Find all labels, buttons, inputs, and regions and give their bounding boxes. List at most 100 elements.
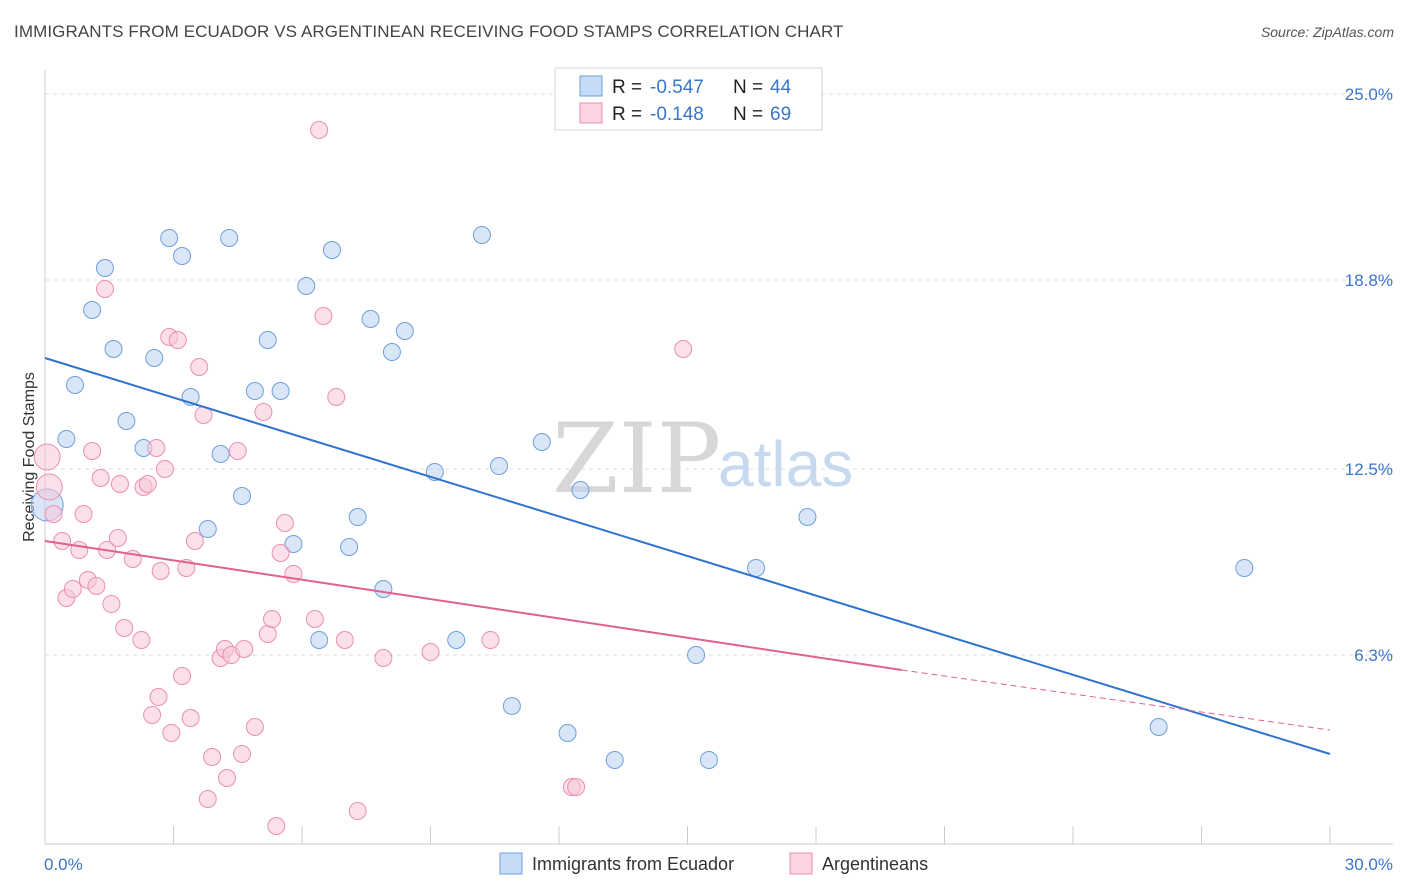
legend-swatch-argentineans [579,102,603,124]
legend-n-value-ecuador: 44 [770,77,792,98]
point-argentineans [63,580,82,598]
point-argentineans [151,562,170,580]
point-argentineans [275,514,294,532]
point-ecuador [361,310,380,328]
point-argentineans [421,643,440,661]
point-argentineans [108,529,127,547]
legend-r-label-ecuador: R = [612,77,642,98]
point-ecuador [798,508,817,526]
point-argentineans [235,640,254,658]
point-ecuador [447,631,466,649]
trend-line-argentineans-extension [901,669,1331,731]
legend-n-value-argentineans: 69 [770,104,791,125]
point-argentineans [271,544,290,562]
point-ecuador [57,430,76,448]
point-argentineans [374,649,393,667]
point-ecuador [220,229,239,247]
point-argentineans [149,688,168,706]
x-tick-label-max: 30.0% [1345,855,1393,874]
point-ecuador [233,487,252,505]
bottom-legend-swatch-argentineans [789,852,813,875]
point-argentineans [102,595,121,613]
point-ecuador [258,331,277,349]
y-tick-label: 6.3% [1354,646,1393,665]
point-argentineans [218,769,237,787]
point-ecuador [284,535,303,553]
legend-n-label-argentineans: N = [733,104,763,125]
point-argentineans [203,748,222,766]
point-argentineans [481,631,500,649]
point-ecuador [340,538,359,556]
trend-line-argentineans [44,540,902,671]
point-argentineans [70,541,89,559]
point-argentineans [35,473,63,501]
point-argentineans [267,817,286,835]
correlation-legend: R = -0.547 N = 44 R = -0.148 N = 69 [554,67,823,131]
point-ecuador [558,724,577,742]
legend-r-value-ecuador: -0.547 [650,77,704,98]
point-argentineans [143,706,162,724]
bottom-legend-swatch-ecuador [499,852,523,875]
y-tick-label: 25.0% [1345,85,1393,104]
point-argentineans [190,358,209,376]
point-ecuador [173,247,192,265]
point-ecuador [160,229,179,247]
legend-r-value-argentineans: -0.148 [650,104,704,125]
point-ecuador [382,343,401,361]
point-argentineans [138,475,157,493]
watermark-atlas: atlas [718,428,853,500]
point-argentineans [155,460,174,478]
trend-lines [44,357,1331,755]
point-ecuador [348,508,367,526]
point-ecuador [532,433,551,451]
point-argentineans [263,610,282,628]
point-argentineans [87,577,106,595]
point-ecuador [1235,559,1254,577]
y-tick-label: 18.8% [1345,271,1393,290]
legend-n-label-ecuador: N = [733,77,763,98]
point-ecuador [95,259,114,277]
point-argentineans [162,724,181,742]
point-ecuador [65,376,84,394]
legend-swatch-ecuador [579,75,603,97]
point-argentineans [254,403,273,421]
point-ecuador [571,481,590,499]
point-ecuador [83,301,102,319]
source-label: Source: ZipAtlas.com [1260,24,1394,40]
point-argentineans [335,631,354,649]
x-tick-label-min: 0.0% [44,855,83,874]
point-ecuador [374,580,393,598]
point-argentineans [245,718,264,736]
point-ecuador [322,241,341,259]
point-argentineans [74,505,93,523]
point-argentineans [228,442,247,460]
data-points [30,121,1254,835]
point-argentineans [168,331,187,349]
point-ecuador [1149,718,1168,736]
point-ecuador [245,382,264,400]
point-ecuador [198,520,217,538]
point-argentineans [310,121,329,139]
point-argentineans [674,340,693,358]
point-ecuador [687,646,706,664]
point-argentineans [147,439,166,457]
series-legend: Immigrants from Ecuador Argentineans [499,852,928,875]
chart-title: IMMIGRANTS FROM ECUADOR VS ARGENTINEAN R… [14,22,844,41]
point-ecuador [605,751,624,769]
point-argentineans [233,745,252,763]
point-argentineans [198,790,217,808]
point-ecuador [104,340,123,358]
bottom-legend-label-ecuador: Immigrants from Ecuador [532,854,734,874]
point-argentineans [185,532,204,550]
point-argentineans [115,619,134,637]
point-ecuador [490,457,509,475]
point-argentineans [33,443,61,471]
point-argentineans [53,532,72,550]
trend-line-ecuador [44,357,1331,755]
legend-r-label-argentineans: R = [612,104,642,125]
point-argentineans [258,625,277,643]
point-argentineans [181,709,200,727]
point-argentineans [110,475,129,493]
point-argentineans [83,442,102,460]
